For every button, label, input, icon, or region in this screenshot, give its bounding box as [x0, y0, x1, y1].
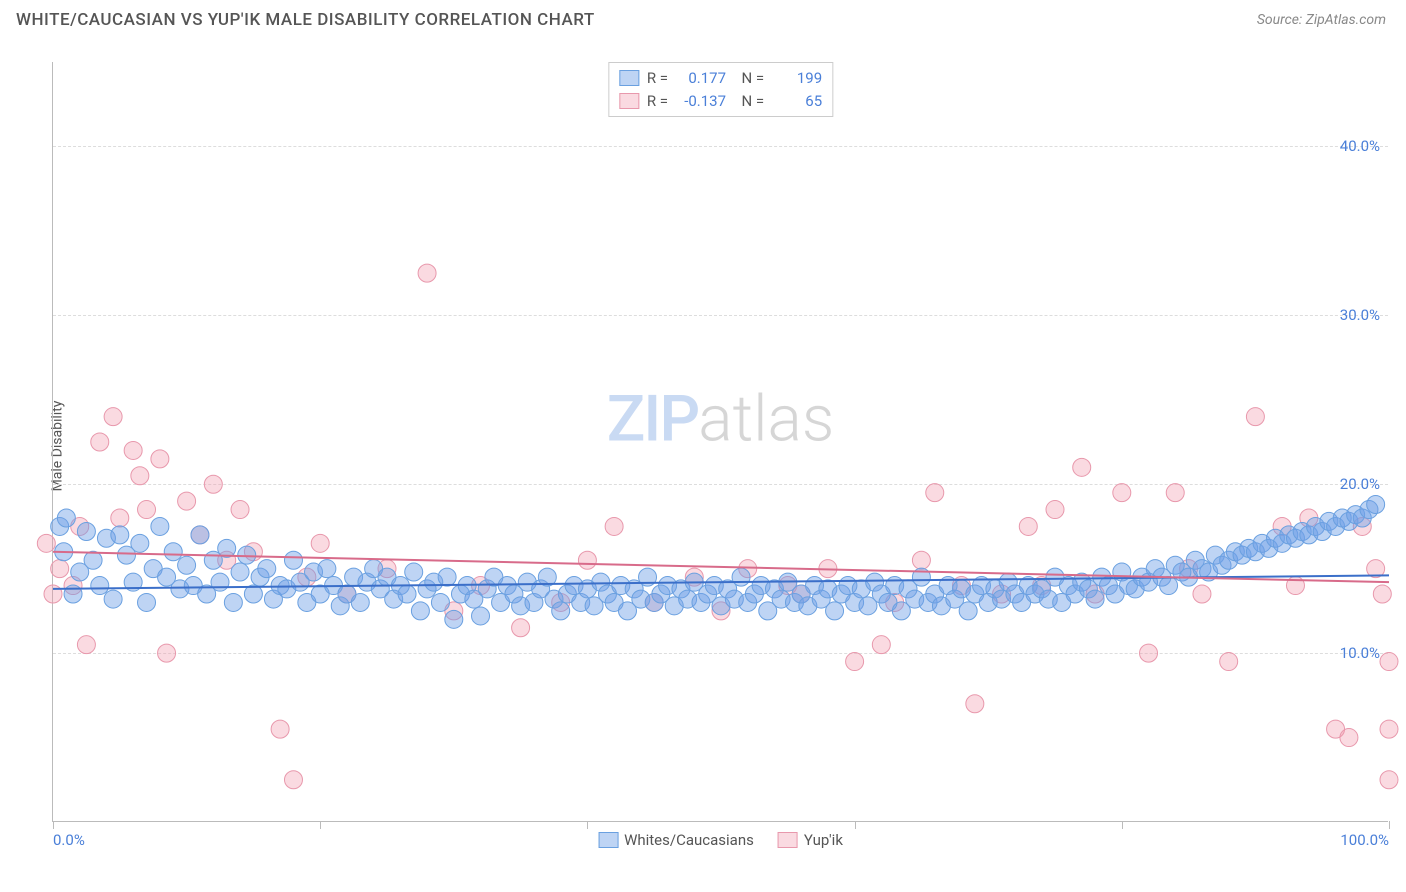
scatter-point	[826, 602, 844, 620]
scatter-point	[1140, 644, 1158, 662]
legend-item-0: Whites/Caucasians	[598, 831, 754, 849]
scatter-point	[104, 408, 122, 426]
scatter-point	[1073, 458, 1091, 476]
scatter-point	[398, 585, 416, 603]
scatter-point	[57, 509, 75, 527]
scatter-point	[1220, 653, 1238, 671]
scatter-point	[311, 534, 329, 552]
scatter-point	[91, 577, 109, 595]
scatter-point	[438, 568, 456, 586]
scatter-point	[271, 720, 289, 738]
scatter-point	[846, 653, 864, 671]
swatch-icon	[598, 832, 618, 848]
scatter-point	[1160, 577, 1178, 595]
scatter-point	[191, 526, 209, 544]
scatter-point	[231, 563, 249, 581]
scatter-point	[418, 264, 436, 282]
swatch-series-0	[619, 70, 639, 86]
scatter-point	[431, 593, 449, 611]
scatter-point	[1019, 517, 1037, 535]
scatter-point	[138, 593, 156, 611]
scatter-point	[124, 441, 142, 459]
scatter-point	[1373, 585, 1391, 603]
scatter-point	[151, 450, 169, 468]
scatter-point	[258, 560, 276, 578]
scatter-point	[351, 593, 369, 611]
scatter-point	[77, 636, 95, 654]
scatter-point	[111, 526, 129, 544]
chart-plot-area: ZIPatlas R = 0.177 N = 199 R = -0.137 N …	[52, 62, 1388, 822]
x-tick	[1122, 821, 1123, 829]
scatter-point	[1380, 771, 1398, 789]
correlation-legend: R = 0.177 N = 199 R = -0.137 N = 65	[608, 62, 833, 117]
x-tick	[855, 821, 856, 829]
scatter-point	[1086, 590, 1104, 608]
scatter-point	[51, 560, 69, 578]
scatter-point	[224, 593, 242, 611]
scatter-point	[91, 433, 109, 451]
scatter-point	[164, 543, 182, 561]
scatter-point	[37, 534, 55, 552]
series-legend: Whites/Caucasians Yup'ik	[598, 831, 843, 849]
scatter-point	[1046, 501, 1064, 519]
scatter-point	[605, 517, 623, 535]
source-attribution: Source: ZipAtlas.com	[1257, 12, 1386, 28]
scatter-point	[318, 560, 336, 578]
scatter-point	[445, 610, 463, 628]
header: WHITE/CAUCASIAN VS YUP'IK MALE DISABILIT…	[0, 0, 1406, 35]
scatter-point	[1193, 585, 1211, 603]
scatter-point	[405, 563, 423, 581]
scatter-point	[1340, 729, 1358, 747]
scatter-point	[1113, 484, 1131, 502]
scatter-point	[1166, 484, 1184, 502]
scatter-point	[284, 551, 302, 569]
scatter-point	[872, 636, 890, 654]
scatter-point	[204, 475, 222, 493]
scatter-point	[138, 501, 156, 519]
scatter-point	[84, 551, 102, 569]
scatter-point	[178, 556, 196, 574]
scatter-point	[512, 619, 530, 637]
scatter-point	[926, 484, 944, 502]
scatter-point	[131, 467, 149, 485]
scatter-point	[732, 568, 750, 586]
scatter-point	[578, 551, 596, 569]
x-tick	[320, 821, 321, 829]
scatter-point	[912, 551, 930, 569]
legend-row-series-1: R = -0.137 N = 65	[619, 90, 822, 113]
scatter-point	[1246, 408, 1264, 426]
x-tick	[587, 821, 588, 829]
scatter-point	[552, 602, 570, 620]
scatter-svg	[53, 62, 1388, 821]
scatter-point	[1380, 720, 1398, 738]
swatch-series-1	[619, 93, 639, 109]
scatter-point	[111, 509, 129, 527]
scatter-point	[77, 523, 95, 541]
scatter-point	[966, 695, 984, 713]
scatter-point	[158, 644, 176, 662]
scatter-point	[178, 492, 196, 510]
legend-row-series-0: R = 0.177 N = 199	[619, 67, 822, 90]
chart-title: WHITE/CAUCASIAN VS YUP'IK MALE DISABILIT…	[16, 10, 595, 30]
swatch-icon	[778, 832, 798, 848]
x-tick-label: 0.0%	[53, 831, 85, 849]
scatter-point	[104, 590, 122, 608]
scatter-point	[44, 585, 62, 603]
legend-item-1: Yup'ik	[778, 831, 843, 849]
scatter-point	[231, 501, 249, 519]
x-tick	[53, 821, 54, 829]
scatter-point	[411, 602, 429, 620]
scatter-point	[472, 607, 490, 625]
scatter-point	[1380, 653, 1398, 671]
scatter-point	[284, 771, 302, 789]
x-tick	[1389, 821, 1390, 829]
scatter-point	[959, 602, 977, 620]
scatter-point	[211, 573, 229, 591]
x-tick-label: 100.0%	[1340, 831, 1389, 849]
scatter-point	[1367, 495, 1385, 513]
scatter-point	[151, 517, 169, 535]
scatter-point	[131, 534, 149, 552]
